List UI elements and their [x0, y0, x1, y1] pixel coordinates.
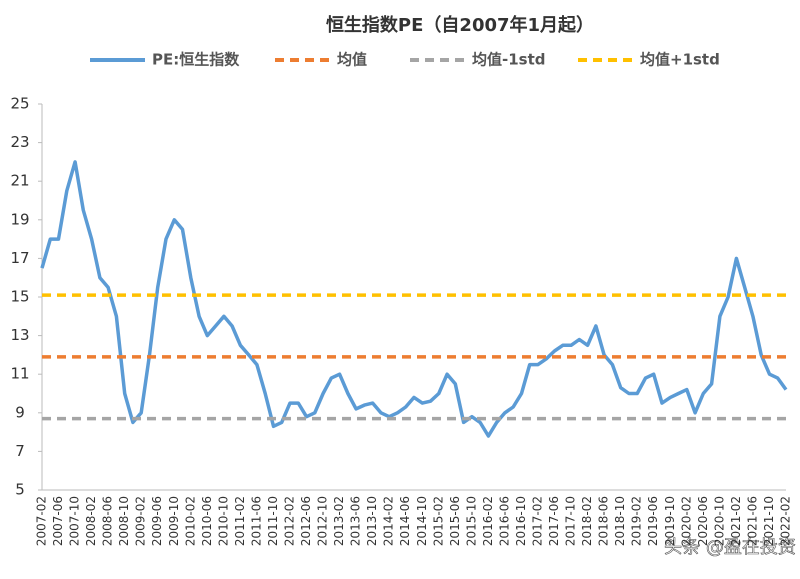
- x-tick-label: 2008-10: [117, 496, 131, 546]
- x-tick-label: 2019-06: [646, 496, 660, 546]
- x-tick-label: 2008-06: [101, 496, 115, 546]
- y-tick-label: 7: [15, 442, 25, 460]
- x-tick-label: 2008-02: [84, 496, 98, 546]
- chart-title: 恒生指数PE（自2007年1月起）: [326, 14, 594, 36]
- x-tick-label: 2013-10: [365, 496, 379, 546]
- x-tick-label: 2020-10: [712, 496, 726, 546]
- x-tick-label: 2017-10: [564, 496, 578, 546]
- x-tick-label: 2018-02: [580, 496, 594, 546]
- x-tick-label: 2015-06: [448, 496, 462, 546]
- x-tick-label: 2017-02: [531, 496, 545, 546]
- y-tick-label: 5: [15, 481, 25, 499]
- x-tick-label: 2007-06: [51, 496, 65, 546]
- x-tick-label: 2007-10: [68, 496, 82, 546]
- x-tick-label: 2014-02: [382, 496, 396, 546]
- x-tick-label: 2018-10: [613, 496, 627, 546]
- y-tick-label: 13: [10, 326, 29, 344]
- legend-label: 均值: [337, 51, 367, 69]
- x-tick-label: 2010-06: [200, 496, 214, 546]
- y-tick-label: 9: [15, 403, 25, 421]
- y-tick-label: 21: [10, 172, 29, 190]
- x-tick-label: 2022-02: [779, 496, 793, 546]
- watermark: 头条 @盈在投资: [664, 537, 796, 558]
- y-tick-label: 11: [10, 365, 29, 383]
- x-tick-label: 2021-10: [762, 496, 776, 546]
- y-tick-label: 25: [10, 95, 29, 113]
- y-tick-label: 23: [10, 133, 29, 151]
- x-tick-label: 2018-06: [597, 496, 611, 546]
- x-tick-label: 2009-10: [167, 496, 181, 546]
- y-tick-label: 17: [10, 249, 29, 267]
- pe-line: [40, 160, 788, 438]
- x-tick-label: 2014-06: [398, 496, 412, 546]
- x-tick-label: 2013-02: [332, 496, 346, 546]
- x-tick-label: 2021-02: [729, 496, 743, 546]
- x-tick-label: 2007-02: [35, 496, 49, 546]
- x-tick-label: 2016-10: [514, 496, 528, 546]
- x-tick-label: 2012-02: [283, 496, 297, 546]
- x-tick-label: 2011-06: [249, 496, 263, 546]
- x-tick-label: 2011-02: [233, 496, 247, 546]
- x-tick-label: 2010-02: [183, 496, 197, 546]
- legend-label: 均值+1std: [640, 51, 720, 69]
- x-tick-label: 2021-06: [745, 496, 759, 546]
- x-tick-label: 2015-02: [431, 496, 445, 546]
- x-tick-label: 2016-06: [497, 496, 511, 546]
- legend-label: PE:恒生指数: [152, 51, 240, 69]
- x-tick-label: 2019-02: [630, 496, 644, 546]
- x-tick-label: 2015-10: [464, 496, 478, 546]
- y-tick-label: 19: [10, 210, 29, 228]
- x-tick-label: 2010-10: [216, 496, 230, 546]
- x-tick-label: 2016-02: [481, 496, 495, 546]
- legend-label: 均值-1std: [472, 51, 546, 69]
- x-tick-label: 2012-06: [299, 496, 313, 546]
- x-tick-label: 2020-02: [679, 496, 693, 546]
- x-tick-label: 2020-06: [696, 496, 710, 546]
- x-tick-label: 2014-10: [415, 496, 429, 546]
- x-tick-label: 2013-06: [349, 496, 363, 546]
- x-tick-label: 2009-06: [150, 496, 164, 546]
- x-tick-label: 2012-10: [316, 496, 330, 546]
- x-tick-label: 2011-10: [266, 496, 280, 546]
- x-tick-label: 2019-10: [663, 496, 677, 546]
- y-tick-label: 15: [10, 288, 29, 306]
- x-tick-label: 2017-06: [547, 496, 561, 546]
- x-tick-label: 2009-02: [134, 496, 148, 546]
